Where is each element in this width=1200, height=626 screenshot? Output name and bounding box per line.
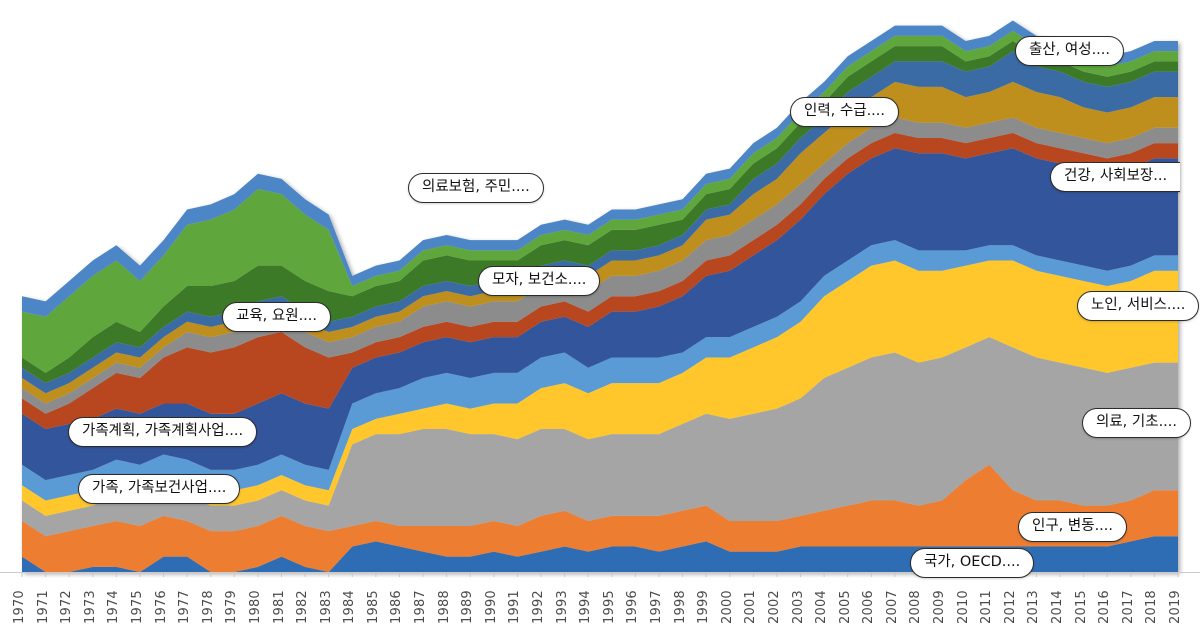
series-callout-childbirth-women[interactable]: 출산, 여성.... [1015, 36, 1125, 66]
x-axis-tick-label: 2016 [1097, 590, 1113, 624]
series-callout-maternal-clinic[interactable]: 모자, 보건소.... [478, 266, 601, 296]
area-band[interactable] [22, 81, 1178, 404]
x-axis-tick-label: 1997 [648, 590, 664, 624]
x-axis-tick-label: 2010 [955, 590, 971, 624]
x-axis-tick-label: 1999 [696, 590, 712, 624]
series-callout-family-planning[interactable]: 가족계획, 가족계획사업.... [68, 417, 258, 447]
x-axis-tick-label: 2003 [790, 590, 806, 624]
series-callout-country-oecd[interactable]: 국가, OECD.... [910, 548, 1035, 578]
x-axis-tick-label: 2018 [1144, 590, 1160, 624]
area-band[interactable] [22, 148, 1178, 481]
series-callout-manpower-supply[interactable]: 인력, 수급.... [790, 97, 900, 127]
x-axis-tick-label: 1972 [59, 590, 75, 624]
area-band[interactable] [22, 240, 1178, 501]
x-axis-tick-label: 2008 [908, 590, 924, 624]
x-axis-tick-label: 1982 [295, 590, 311, 624]
x-axis-tick-label: 1976 [153, 590, 169, 624]
x-axis-tick-label: 1986 [389, 590, 405, 624]
x-axis-tick-label: 2006 [861, 590, 877, 624]
x-axis-tick-label: 2005 [837, 590, 853, 624]
x-axis-tick-label: 2009 [932, 590, 948, 624]
series-callout-medical-insurance[interactable]: 의료보험, 주민.... [408, 173, 544, 203]
x-axis-tick-label: 1998 [672, 590, 688, 624]
x-axis-tick-label: 2002 [766, 590, 782, 624]
x-axis-tick-label: 1975 [129, 590, 145, 624]
x-axis-tick-label: 1983 [318, 590, 334, 624]
area-band[interactable] [22, 117, 1178, 414]
series-callout-medical-basic[interactable]: 의료, 기초.... [1082, 408, 1192, 438]
x-axis-tick-label: 2019 [1168, 590, 1183, 624]
area-band[interactable] [22, 536, 1178, 572]
x-axis-tick-label: 1988 [436, 590, 452, 624]
x-axis-tick-label: 1994 [578, 590, 594, 624]
x-axis-tick-label: 1977 [177, 590, 193, 624]
area-band[interactable] [22, 260, 1178, 516]
x-axis-tick-label: 2013 [1026, 590, 1042, 624]
series-callout-health-social[interactable]: 건강, 사회보장... [1050, 162, 1181, 192]
x-axis-tick-label: 1995 [601, 590, 617, 624]
x-axis-tick-label: 1970 [12, 590, 27, 624]
x-axis-tick-label: 1989 [460, 590, 476, 624]
area-band[interactable] [22, 40, 1178, 384]
area-band[interactable] [22, 30, 1178, 373]
x-axis-tick-label: 1973 [82, 590, 98, 624]
series-callout-family-health[interactable]: 가족, 가족보건사업.... [78, 474, 241, 504]
series-callout-population-change[interactable]: 인구, 변동.... [1018, 512, 1128, 542]
x-axis-tick-label: 1981 [271, 590, 287, 624]
x-axis-tick-label: 2007 [884, 590, 900, 624]
area-band[interactable] [22, 51, 1178, 394]
x-axis-tick-label: 2015 [1073, 590, 1089, 624]
x-axis-tick-label: 2001 [743, 590, 759, 624]
area-band[interactable] [22, 132, 1178, 430]
x-axis-tick-label: 2000 [719, 590, 735, 624]
series-callout-elderly-service[interactable]: 노인, 서비스.... [1077, 291, 1200, 321]
x-axis-tick-label: 1979 [224, 590, 240, 624]
x-axis-tick-label: 2017 [1120, 590, 1136, 624]
x-axis-tick-label: 2014 [1050, 590, 1066, 624]
x-axis-tick-label: 1992 [531, 590, 547, 624]
x-axis-tick-label: 1987 [413, 590, 429, 624]
x-axis-tick-label: 1971 [35, 590, 51, 624]
x-axis-tick-label: 2004 [814, 590, 830, 624]
x-axis-tick-label: 1985 [365, 590, 381, 624]
x-axis-tick-label: 1993 [554, 590, 570, 624]
x-axis-tick-labels: 1970 1971 1972 1973 1974 1975 1976 1977 1978 1979… [0, 572, 1200, 626]
x-axis-tick-label: 1990 [483, 590, 499, 624]
x-axis-tick-label: 1980 [247, 590, 263, 624]
series-callout-education-staff[interactable]: 교육, 요원.... [222, 302, 332, 332]
x-axis-tick-label: 2012 [1002, 590, 1018, 624]
x-axis-tick-label: 1991 [507, 590, 523, 624]
x-axis-tick-label: 1996 [625, 590, 641, 624]
x-axis-tick-label: 1974 [106, 590, 122, 624]
x-axis-tick-label: 1978 [200, 590, 216, 624]
x-axis-tick-label: 2011 [979, 590, 995, 624]
x-axis-tick-label: 1984 [342, 590, 358, 624]
